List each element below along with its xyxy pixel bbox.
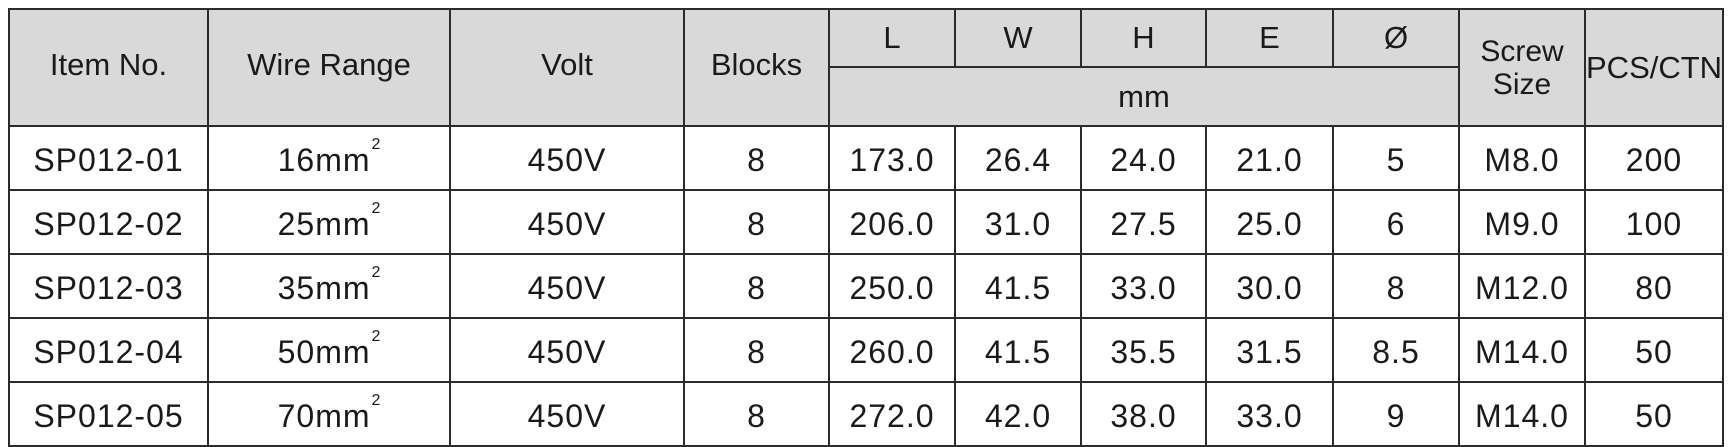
- cell-dim-w: 31.0: [954, 189, 1082, 255]
- table-row: SP012-05 70mm2 450V 8 272.0 42.0 38.0 33.0 9 M14.…: [8, 381, 1724, 447]
- cell-item-no: SP012-03: [8, 253, 209, 319]
- cell-pcs-ctn: 50: [1584, 317, 1724, 383]
- cell-volt: 450V: [449, 125, 685, 191]
- wire-range-superscript: 2: [371, 135, 381, 153]
- cell-dim-l: 206.0: [828, 189, 956, 255]
- cell-wire-range: 50mm2: [207, 317, 451, 383]
- cell-blocks: 8: [683, 381, 830, 447]
- header-dim-l: L: [828, 8, 956, 68]
- cell-pcs-ctn: 100: [1584, 189, 1724, 255]
- cell-dim-w: 26.4: [954, 125, 1082, 191]
- cell-dim-h: 35.5: [1080, 317, 1207, 383]
- cell-blocks: 8: [683, 125, 830, 191]
- cell-blocks: 8: [683, 189, 830, 255]
- table-row: SP012-04 50mm2 450V 8 260.0 41.5 35.5 31.5 8.5 M1…: [8, 317, 1724, 383]
- cell-dim-l: 272.0: [828, 381, 956, 447]
- header-blocks: Blocks: [683, 8, 830, 127]
- spec-table: Item No. Wire Range Volt Blocks L W H E …: [8, 8, 1724, 447]
- cell-dim-h: 33.0: [1080, 253, 1207, 319]
- cell-item-no: SP012-04: [8, 317, 209, 383]
- cell-screw-size: M12.0: [1458, 253, 1586, 319]
- table-row: SP012-01 16mm2 450V 8 173.0 26.4 24.0 21.0 5 M8.0…: [8, 125, 1724, 191]
- cell-wire-range: 16mm2: [207, 125, 451, 191]
- cell-blocks: 8: [683, 253, 830, 319]
- cell-dim-h: 24.0: [1080, 125, 1207, 191]
- cell-screw-size: M14.0: [1458, 381, 1586, 447]
- header-screw-size-line1: Screw: [1480, 34, 1564, 68]
- wire-range-superscript: 2: [371, 263, 381, 281]
- cell-dim-l: 250.0: [828, 253, 956, 319]
- cell-dim-h: 38.0: [1080, 381, 1207, 447]
- wire-range-value: 50mm: [277, 333, 371, 370]
- cell-dim-diameter: 9: [1332, 381, 1460, 447]
- wire-range-value: 70mm: [277, 397, 371, 434]
- wire-range-superscript: 2: [371, 327, 381, 345]
- cell-dim-diameter: 5: [1332, 125, 1460, 191]
- cell-screw-size: M8.0: [1458, 125, 1586, 191]
- cell-volt: 450V: [449, 189, 685, 255]
- table-body: SP012-01 16mm2 450V 8 173.0 26.4 24.0 21.0 5 M8.0…: [8, 125, 1724, 447]
- cell-pcs-ctn: 80: [1584, 253, 1724, 319]
- cell-wire-range: 25mm2: [207, 189, 451, 255]
- cell-dim-l: 260.0: [828, 317, 956, 383]
- cell-wire-range: 70mm2: [207, 381, 451, 447]
- cell-dim-e: 33.0: [1205, 381, 1334, 447]
- wire-range-superscript: 2: [371, 199, 381, 217]
- header-dim-diameter: Ø: [1332, 8, 1460, 68]
- header-pcs-ctn: PCS/CTN: [1584, 8, 1724, 127]
- header-screw-size-line2: Size: [1492, 67, 1552, 101]
- cell-pcs-ctn: 50: [1584, 381, 1724, 447]
- cell-dim-diameter: 8: [1332, 253, 1460, 319]
- cell-dim-w: 41.5: [954, 253, 1082, 319]
- cell-dim-diameter: 8.5: [1332, 317, 1460, 383]
- table-row: SP012-02 25mm2 450V 8 206.0 31.0 27.5 25.0 6 M9.0…: [8, 189, 1724, 255]
- header-dim-e: E: [1205, 8, 1334, 68]
- cell-item-no: SP012-02: [8, 189, 209, 255]
- cell-dim-e: 25.0: [1205, 189, 1334, 255]
- wire-range-value: 35mm: [277, 269, 371, 306]
- header-item-no: Item No.: [8, 8, 209, 127]
- header-screw-size: Screw Size: [1458, 8, 1586, 127]
- wire-range-superscript: 2: [371, 391, 381, 409]
- header-row-unit: mm: [9, 66, 1723, 127]
- cell-volt: 450V: [449, 381, 685, 447]
- cell-dim-w: 41.5: [954, 317, 1082, 383]
- cell-dim-l: 173.0: [828, 125, 956, 191]
- cell-volt: 450V: [449, 317, 685, 383]
- cell-pcs-ctn: 200: [1584, 125, 1724, 191]
- header-dim-h: H: [1080, 8, 1207, 68]
- cell-item-no: SP012-01: [8, 125, 209, 191]
- header-volt: Volt: [449, 8, 685, 127]
- header-dims-unit: mm: [828, 66, 1460, 127]
- cell-item-no: SP012-05: [8, 381, 209, 447]
- cell-dim-w: 42.0: [954, 381, 1082, 447]
- table-header: Item No. Wire Range Volt Blocks L W H E …: [8, 8, 1724, 127]
- cell-dim-e: 30.0: [1205, 253, 1334, 319]
- cell-screw-size: M14.0: [1458, 317, 1586, 383]
- spec-table-container: Item No. Wire Range Volt Blocks L W H E …: [8, 8, 1724, 447]
- wire-range-value: 25mm: [277, 205, 371, 242]
- cell-volt: 450V: [449, 253, 685, 319]
- header-row-top: Item No. Wire Range Volt Blocks L W H E …: [8, 8, 1724, 127]
- cell-dim-e: 31.5: [1205, 317, 1334, 383]
- header-wire-range: Wire Range: [207, 8, 451, 127]
- cell-dim-diameter: 6: [1332, 189, 1460, 255]
- cell-dim-e: 21.0: [1205, 125, 1334, 191]
- cell-wire-range: 35mm2: [207, 253, 451, 319]
- cell-dim-h: 27.5: [1080, 189, 1207, 255]
- wire-range-value: 16mm: [277, 141, 371, 178]
- cell-blocks: 8: [683, 317, 830, 383]
- header-dim-w: W: [954, 8, 1082, 68]
- cell-screw-size: M9.0: [1458, 189, 1586, 255]
- table-row: SP012-03 35mm2 450V 8 250.0 41.5 33.0 30.0 8 M12.…: [8, 253, 1724, 319]
